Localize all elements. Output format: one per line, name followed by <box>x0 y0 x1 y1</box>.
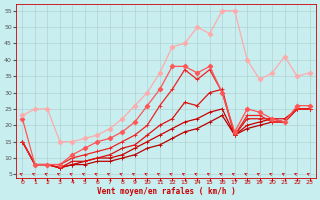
X-axis label: Vent moyen/en rafales ( km/h ): Vent moyen/en rafales ( km/h ) <box>97 187 236 196</box>
